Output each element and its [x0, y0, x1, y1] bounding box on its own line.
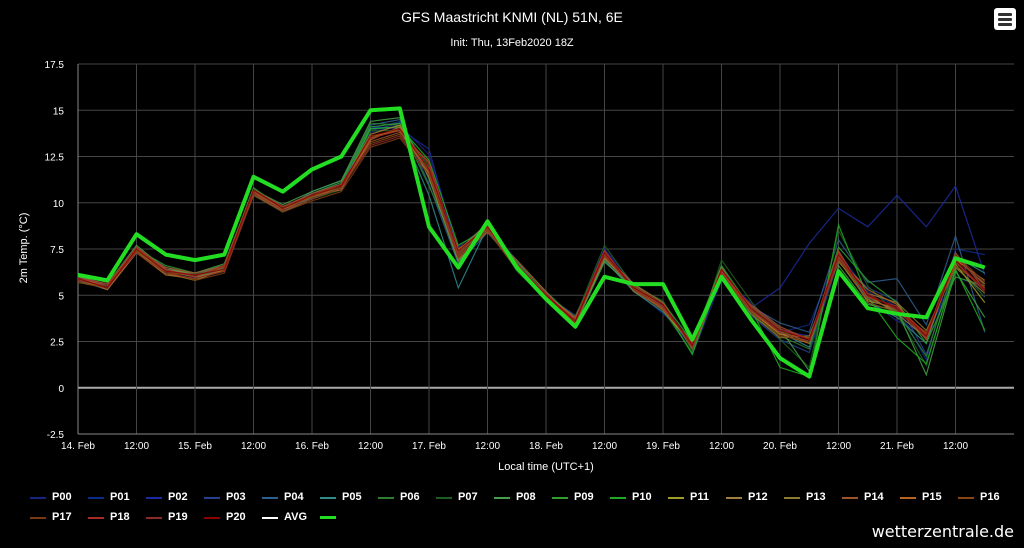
legend-swatch	[378, 497, 394, 499]
y-axis-label: 2m Temp. (°C)	[18, 213, 30, 284]
legend-label: P13	[806, 491, 826, 503]
x-axis-label: Local time (UTC+1)	[498, 461, 594, 473]
legend-swatch	[204, 497, 220, 499]
x-tick-label: 14. Feb	[61, 441, 95, 452]
y-tick-label: 10	[53, 199, 65, 210]
series-line-p19	[77, 135, 986, 347]
legend-label: P05	[342, 491, 362, 503]
avg-series-line	[77, 106, 986, 379]
legend-label: P10	[632, 491, 652, 503]
legend-swatch	[204, 517, 220, 519]
legend-label: P18	[110, 511, 130, 523]
legend-swatch	[610, 497, 626, 499]
x-tick-label: 12:00	[592, 441, 617, 452]
legend-label: P01	[110, 491, 130, 503]
y-tick-label: 17.5	[45, 60, 65, 71]
series-line-p05	[77, 126, 986, 348]
legend-label: P02	[168, 491, 188, 503]
x-tick-label: 17. Feb	[412, 441, 446, 452]
average-line-layer	[77, 106, 986, 379]
y-tick-label: 0	[58, 384, 64, 395]
legend-swatch	[552, 497, 568, 499]
chart-subtitle: Init: Thu, 13Feb2020 18Z	[450, 37, 574, 49]
series-line-p03	[77, 122, 986, 356]
legend-swatch	[494, 497, 510, 499]
x-tick-label: 16. Feb	[295, 441, 329, 452]
credit-text: wetterzentrale.de	[871, 522, 1014, 541]
legend-swatch	[88, 517, 104, 519]
x-tick-label: 12:00	[826, 441, 851, 452]
legend-label: AVG	[284, 511, 308, 523]
series-line-p02	[77, 126, 986, 356]
chart-title: GFS Maastricht KNMI (NL) 51N, 6E	[401, 9, 623, 25]
legend-label: P09	[574, 491, 594, 503]
y-tick-label: 15	[53, 106, 65, 117]
y-tick-label: 5	[58, 291, 64, 302]
x-tick-label: 12:00	[241, 441, 266, 452]
x-tick-label: 20. Feb	[763, 441, 797, 452]
x-tick-label: 12:00	[124, 441, 149, 452]
series-line-p00	[77, 124, 986, 351]
x-tick-label: 12:00	[943, 441, 968, 452]
x-tick-label: 15. Feb	[178, 441, 212, 452]
legend-label: P08	[516, 491, 536, 503]
legend-swatch	[668, 497, 684, 499]
legend-swatch	[726, 497, 742, 499]
legend-swatch	[262, 497, 278, 499]
series-line-p11	[77, 129, 986, 347]
legend-label: P06	[400, 491, 420, 503]
series-line-p14	[77, 131, 986, 351]
hamburger-menu-icon[interactable]	[994, 8, 1016, 30]
legend-swatch	[146, 497, 162, 499]
series-line-p15	[77, 126, 986, 347]
legend-swatch	[320, 516, 336, 519]
legend-label: P07	[458, 491, 478, 503]
legend-swatch	[436, 497, 452, 499]
series-line-p13	[77, 128, 986, 345]
series-line-p16	[77, 133, 986, 343]
legend-swatch	[958, 497, 974, 499]
legend-label: P19	[168, 511, 188, 523]
series-line-p12	[77, 124, 986, 349]
y-tick-label: -2.5	[47, 430, 65, 441]
x-tick-label: 18. Feb	[529, 441, 563, 452]
legend-label: P00	[52, 491, 72, 503]
grid-lines	[77, 63, 1014, 435]
legend-swatch	[262, 517, 278, 519]
legend-label: P20	[226, 511, 246, 523]
legend-swatch	[320, 497, 336, 499]
x-tick-label: 12:00	[475, 441, 500, 452]
x-tick-label: 12:00	[709, 441, 734, 452]
series-line-p18	[77, 129, 986, 345]
legend-swatch	[88, 497, 104, 499]
series-line-p04	[77, 118, 986, 347]
legend-label: P14	[864, 491, 884, 503]
series-line-p06	[77, 122, 986, 358]
legend-swatch	[784, 497, 800, 499]
axis-ticks: 17.5 15 12.5 10 7.5 5 2.5 0 -2.514. Feb 12:00 15. …	[45, 60, 969, 452]
legend-swatch	[146, 517, 162, 519]
series-line-p20	[77, 128, 986, 347]
series-line-p10	[77, 126, 986, 378]
legend-swatch	[900, 497, 916, 499]
legend-label: P17	[52, 511, 72, 523]
legend-label: P04	[284, 491, 304, 503]
legend-label: P03	[226, 491, 246, 503]
x-tick-label: 12:00	[358, 441, 383, 452]
y-tick-label: 7.5	[50, 245, 64, 256]
legend-label: P16	[980, 491, 1000, 503]
legend-swatch	[30, 517, 46, 519]
x-tick-label: 21. Feb	[880, 441, 914, 452]
x-tick-label: 19. Feb	[646, 441, 680, 452]
series-line-p01	[77, 120, 985, 362]
series-line-p17	[77, 137, 986, 349]
legend-swatch	[842, 497, 858, 499]
y-tick-label: 12.5	[45, 153, 65, 164]
legend-label: P11	[690, 491, 709, 503]
legend-label: P15	[922, 491, 942, 503]
legend-label: P12	[748, 491, 768, 503]
y-tick-label: 2.5	[50, 338, 64, 349]
legend-swatch	[30, 497, 46, 499]
